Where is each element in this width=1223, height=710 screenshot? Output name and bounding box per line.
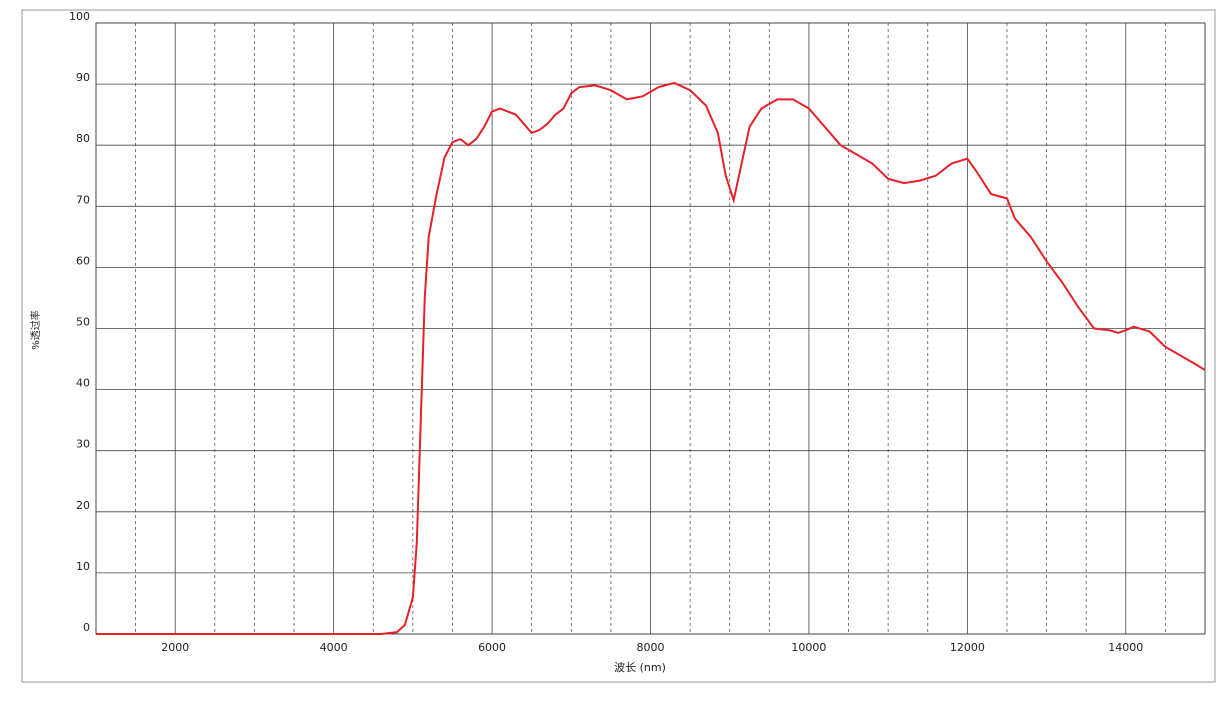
y-tick-label: 80 [76, 132, 90, 145]
y-tick-label: 90 [76, 71, 90, 84]
y-tick-label: 60 [76, 254, 90, 267]
y-tick-label: 0 [83, 621, 90, 634]
x-tick-label: 8000 [637, 641, 665, 654]
y-axis-label: %透过率 [29, 310, 42, 350]
x-tick-label: 6000 [478, 641, 506, 654]
y-tick-label: 20 [76, 499, 90, 512]
x-tick-label: 14000 [1108, 641, 1143, 654]
y-tick-label: 30 [76, 438, 90, 451]
y-tick-label: 10 [76, 560, 90, 573]
x-tick-label: 10000 [791, 641, 826, 654]
y-tick-label: 70 [76, 193, 90, 206]
x-tick-label: 12000 [950, 641, 985, 654]
data-line [96, 81, 1206, 635]
y-tick-label: 50 [76, 316, 90, 329]
y-tick-label: 100 [69, 10, 90, 23]
x-axis-label: 波长 (nm) [614, 661, 666, 674]
y-tick-label: 40 [76, 377, 90, 390]
x-tick-label: 2000 [161, 641, 189, 654]
x-tick-label: 4000 [320, 641, 348, 654]
